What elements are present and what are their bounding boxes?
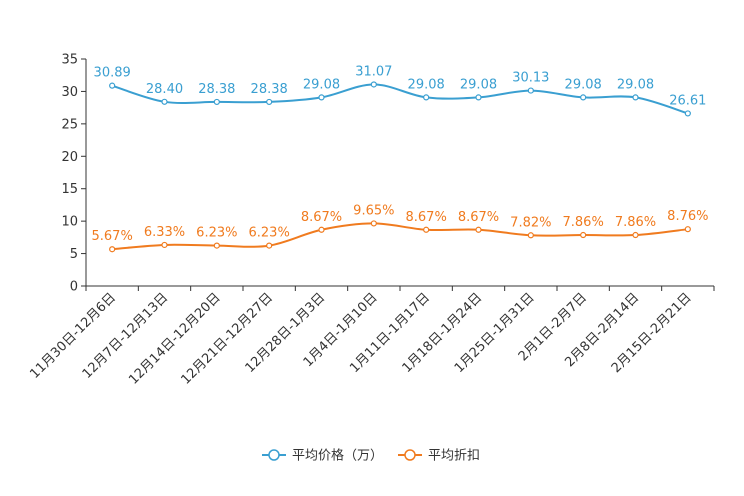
data-label: 6.23%	[196, 226, 237, 241]
series-layer	[109, 81, 691, 253]
data-label: 29.08	[565, 77, 602, 92]
x-tick-label: 11月30日-12月6日	[27, 290, 119, 382]
legend-label: 平均折扣	[428, 449, 480, 464]
data-point[interactable]	[109, 82, 116, 89]
data-point[interactable]	[213, 98, 220, 106]
data-point[interactable]	[632, 94, 639, 101]
data-point[interactable]	[318, 94, 325, 101]
data-label: 8.76%	[667, 209, 708, 224]
data-label: 29.08	[460, 77, 497, 92]
series-line-2	[112, 222, 688, 251]
data-label: 8.67%	[406, 210, 447, 225]
legend-item-1[interactable]: 平均价格（万）	[262, 448, 383, 464]
data-point[interactable]	[684, 226, 691, 233]
data-label: 6.23%	[249, 226, 290, 241]
data-label: 29.08	[617, 77, 654, 92]
y-tick-label: 10	[61, 215, 78, 230]
data-label: 9.65%	[353, 203, 394, 218]
data-point[interactable]	[161, 241, 168, 249]
x-tick-label: 12月14日-12月20日	[126, 290, 223, 387]
y-tick-label: 0	[70, 280, 78, 295]
data-point[interactable]	[423, 94, 430, 101]
data-label: 29.08	[303, 77, 340, 92]
data-point[interactable]	[213, 242, 220, 249]
data-label: 31.07	[355, 64, 392, 79]
data-label: 26.61	[669, 93, 706, 108]
y-tick-label: 20	[61, 150, 78, 165]
data-point[interactable]	[161, 98, 168, 105]
y-tick-label: 15	[61, 182, 78, 197]
data-point[interactable]	[527, 232, 534, 239]
series-line-1	[111, 83, 689, 115]
data-point[interactable]	[109, 246, 116, 253]
data-labels: 30.89 28.40 28.38 28.38 29.08 31.07 29.08 29.08…	[92, 64, 709, 244]
data-point[interactable]	[475, 226, 482, 233]
data-point[interactable]	[266, 242, 273, 249]
data-point[interactable]	[423, 226, 430, 233]
y-tick-label: 35	[61, 53, 78, 68]
data-label: 28.40	[146, 82, 183, 97]
y-tick-label: 5	[70, 247, 78, 262]
data-label: 5.67%	[92, 229, 133, 244]
legend-swatch-marker	[268, 449, 280, 461]
y-tick-label: 30	[61, 85, 78, 100]
data-label: 6.33%	[144, 225, 185, 240]
data-point[interactable]	[370, 81, 377, 88]
data-point[interactable]	[580, 94, 587, 101]
data-label: 7.86%	[563, 215, 604, 230]
data-point[interactable]	[318, 226, 325, 233]
axes: 0510152025303511月30日-12月6日12月7日-12月13日12…	[27, 53, 715, 388]
legend-label: 平均价格（万）	[292, 448, 383, 464]
data-label: 28.38	[198, 82, 235, 97]
data-point[interactable]	[266, 98, 273, 106]
legend-item-2[interactable]: 平均折扣	[398, 449, 480, 464]
data-label: 28.38	[251, 82, 288, 97]
y-tick-label: 25	[61, 117, 78, 132]
legend-swatch-marker	[404, 449, 416, 461]
data-label: 8.67%	[301, 210, 342, 225]
data-point[interactable]	[684, 110, 691, 117]
data-point[interactable]	[370, 220, 377, 227]
data-label: 30.89	[94, 66, 131, 81]
data-label: 8.67%	[458, 210, 499, 225]
x-tick-label: 12月21日-12月27日	[179, 290, 276, 387]
data-point[interactable]	[475, 94, 482, 101]
data-label: 30.13	[512, 71, 549, 86]
data-point[interactable]	[527, 87, 534, 94]
legend[interactable]: 平均价格（万） 平均折扣	[262, 448, 480, 464]
data-label: 7.86%	[615, 215, 656, 230]
data-point[interactable]	[632, 231, 639, 239]
data-label: 7.82%	[510, 215, 551, 230]
data-point[interactable]	[580, 231, 587, 239]
data-label: 29.08	[408, 77, 445, 92]
